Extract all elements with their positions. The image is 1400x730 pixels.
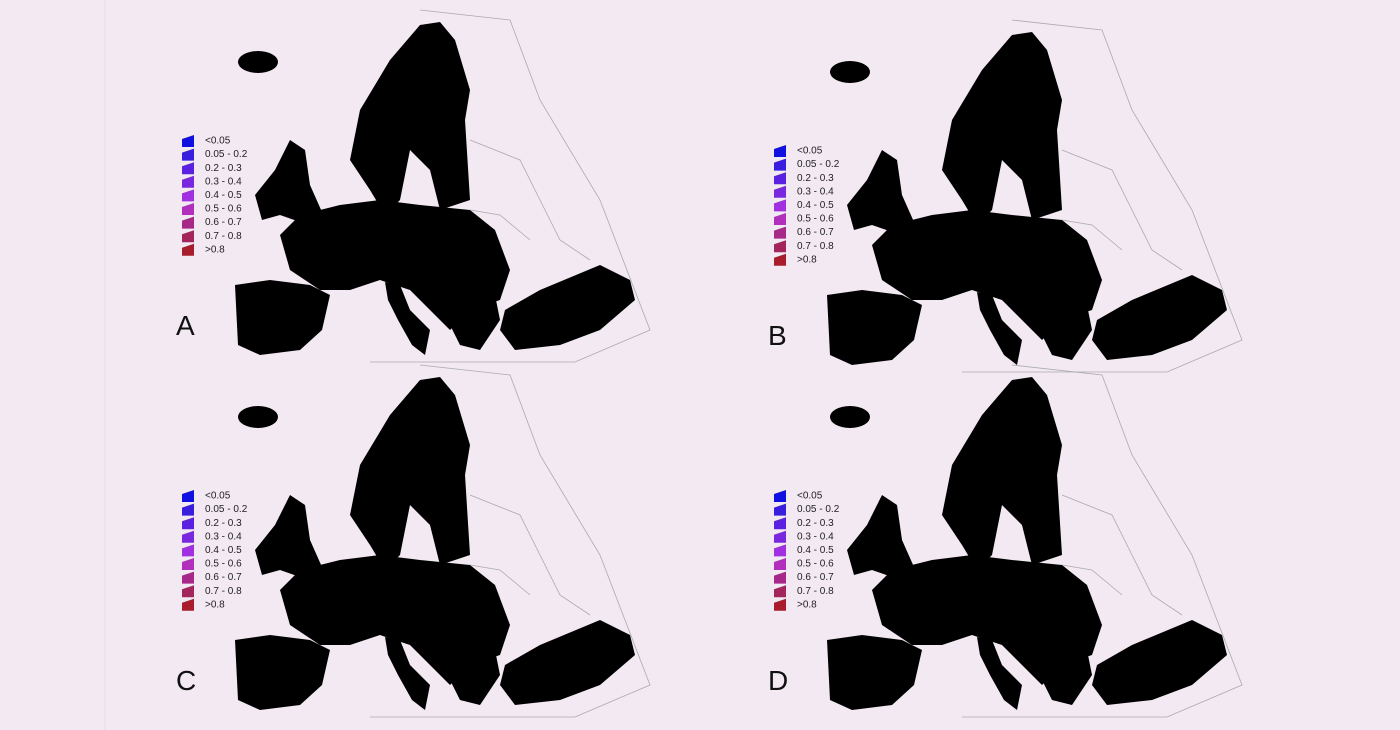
legend-swatch [182, 230, 194, 243]
legend-swatch [774, 558, 786, 570]
legend-swatch [774, 240, 786, 253]
legend-label: 0.7 - 0.8 [205, 586, 242, 597]
legend-swatch [182, 243, 194, 256]
legend-swatch [774, 199, 786, 212]
legend-swatch [774, 213, 786, 225]
legend-label: 0.05 - 0.2 [797, 504, 840, 515]
legend-label: >0.8 [797, 599, 817, 610]
legend-label: >0.8 [205, 244, 225, 255]
legend-label: 0.5 - 0.6 [205, 559, 242, 570]
legend-label: 0.2 - 0.3 [797, 518, 834, 529]
legend-swatch [182, 189, 194, 202]
legend-label: 0.4 - 0.5 [797, 200, 834, 211]
legend-swatch [774, 158, 786, 171]
legend-label: 0.3 - 0.4 [205, 176, 242, 187]
legend-label: 0.4 - 0.5 [797, 545, 834, 556]
legend-swatch [774, 172, 786, 185]
legend-swatch [182, 530, 194, 543]
legend-label: 0.3 - 0.4 [797, 186, 834, 197]
legend-label: 0.6 - 0.7 [797, 572, 834, 583]
europe-map [234, 9, 651, 363]
legend-swatch [182, 544, 194, 557]
panel-letter: A [176, 310, 195, 341]
legend-swatch [774, 490, 786, 502]
legend-label: 0.7 - 0.8 [797, 586, 834, 597]
legend-label: 0.5 - 0.6 [797, 214, 834, 225]
legend-label: <0.05 [797, 491, 823, 502]
map-panel: <0.05 0.05 - 0.2 0.2 - 0.3 0.3 - 0.4 0.4 - 0… [176, 9, 651, 363]
legend-label: 0.6 - 0.7 [797, 227, 834, 238]
legend-label: 0.2 - 0.3 [797, 173, 834, 184]
legend-swatch [774, 571, 786, 584]
legend-swatch [182, 558, 194, 570]
legend-label: >0.8 [797, 254, 817, 265]
legend-swatch [182, 203, 194, 215]
legend-swatch [182, 503, 194, 516]
legend-label: 0.6 - 0.7 [205, 217, 242, 228]
legend-label: 0.7 - 0.8 [797, 241, 834, 252]
legend-label: 0.7 - 0.8 [205, 231, 242, 242]
map-panel: <0.05 0.05 - 0.2 0.2 - 0.3 0.3 - 0.4 0.4 - 0… [768, 19, 1243, 373]
legend-swatch [182, 585, 194, 598]
legend-label: 0.3 - 0.4 [797, 531, 834, 542]
legend-swatch [774, 517, 786, 530]
legend-label: 0.05 - 0.2 [797, 159, 840, 170]
legend-swatch [774, 503, 786, 516]
europe-map [826, 19, 1243, 373]
legend-label: 0.3 - 0.4 [205, 531, 242, 542]
map-panel: <0.05 0.05 - 0.2 0.2 - 0.3 0.3 - 0.4 0.4 - 0… [768, 364, 1243, 718]
legend-swatch [182, 598, 194, 611]
map-panel: <0.05 0.05 - 0.2 0.2 - 0.3 0.3 - 0.4 0.4 - 0… [176, 364, 651, 718]
legend-swatch [182, 517, 194, 530]
legend-label: 0.4 - 0.5 [205, 545, 242, 556]
legend-swatch [182, 490, 194, 502]
legend-swatch [182, 216, 194, 229]
legend-label: 0.4 - 0.5 [205, 190, 242, 201]
legend-swatch [774, 145, 786, 157]
legend-label: 0.5 - 0.6 [205, 204, 242, 215]
europe-map [826, 364, 1243, 718]
legend-swatch [774, 226, 786, 239]
legend-label: 0.05 - 0.2 [205, 504, 248, 515]
legend-label: 0.6 - 0.7 [205, 572, 242, 583]
legend-swatch [774, 185, 786, 198]
legend-swatch [774, 530, 786, 543]
legend-swatch [774, 253, 786, 266]
legend-label: 0.2 - 0.3 [205, 163, 242, 174]
legend-swatch [774, 598, 786, 611]
legend-label: 0.2 - 0.3 [205, 518, 242, 529]
legend-swatch [182, 148, 194, 161]
legend-swatch [182, 571, 194, 584]
legend-label: 0.5 - 0.6 [797, 559, 834, 570]
legend-swatch [182, 135, 194, 147]
legend-label: >0.8 [205, 599, 225, 610]
panel-letter: B [768, 320, 787, 351]
legend-label: <0.05 [797, 146, 823, 157]
panel-letter: C [176, 665, 196, 696]
legend-swatch [774, 544, 786, 557]
legend-swatch [182, 162, 194, 175]
legend-swatch [182, 175, 194, 188]
panel-letter: D [768, 665, 788, 696]
legend-label: <0.05 [205, 491, 231, 502]
panels: <0.05 0.05 - 0.2 0.2 - 0.3 0.3 - 0.4 0.4 - 0… [176, 9, 1243, 718]
legend-label: 0.05 - 0.2 [205, 149, 248, 160]
legend-swatch [774, 585, 786, 598]
legend-label: <0.05 [205, 136, 231, 147]
europe-map [234, 364, 651, 718]
